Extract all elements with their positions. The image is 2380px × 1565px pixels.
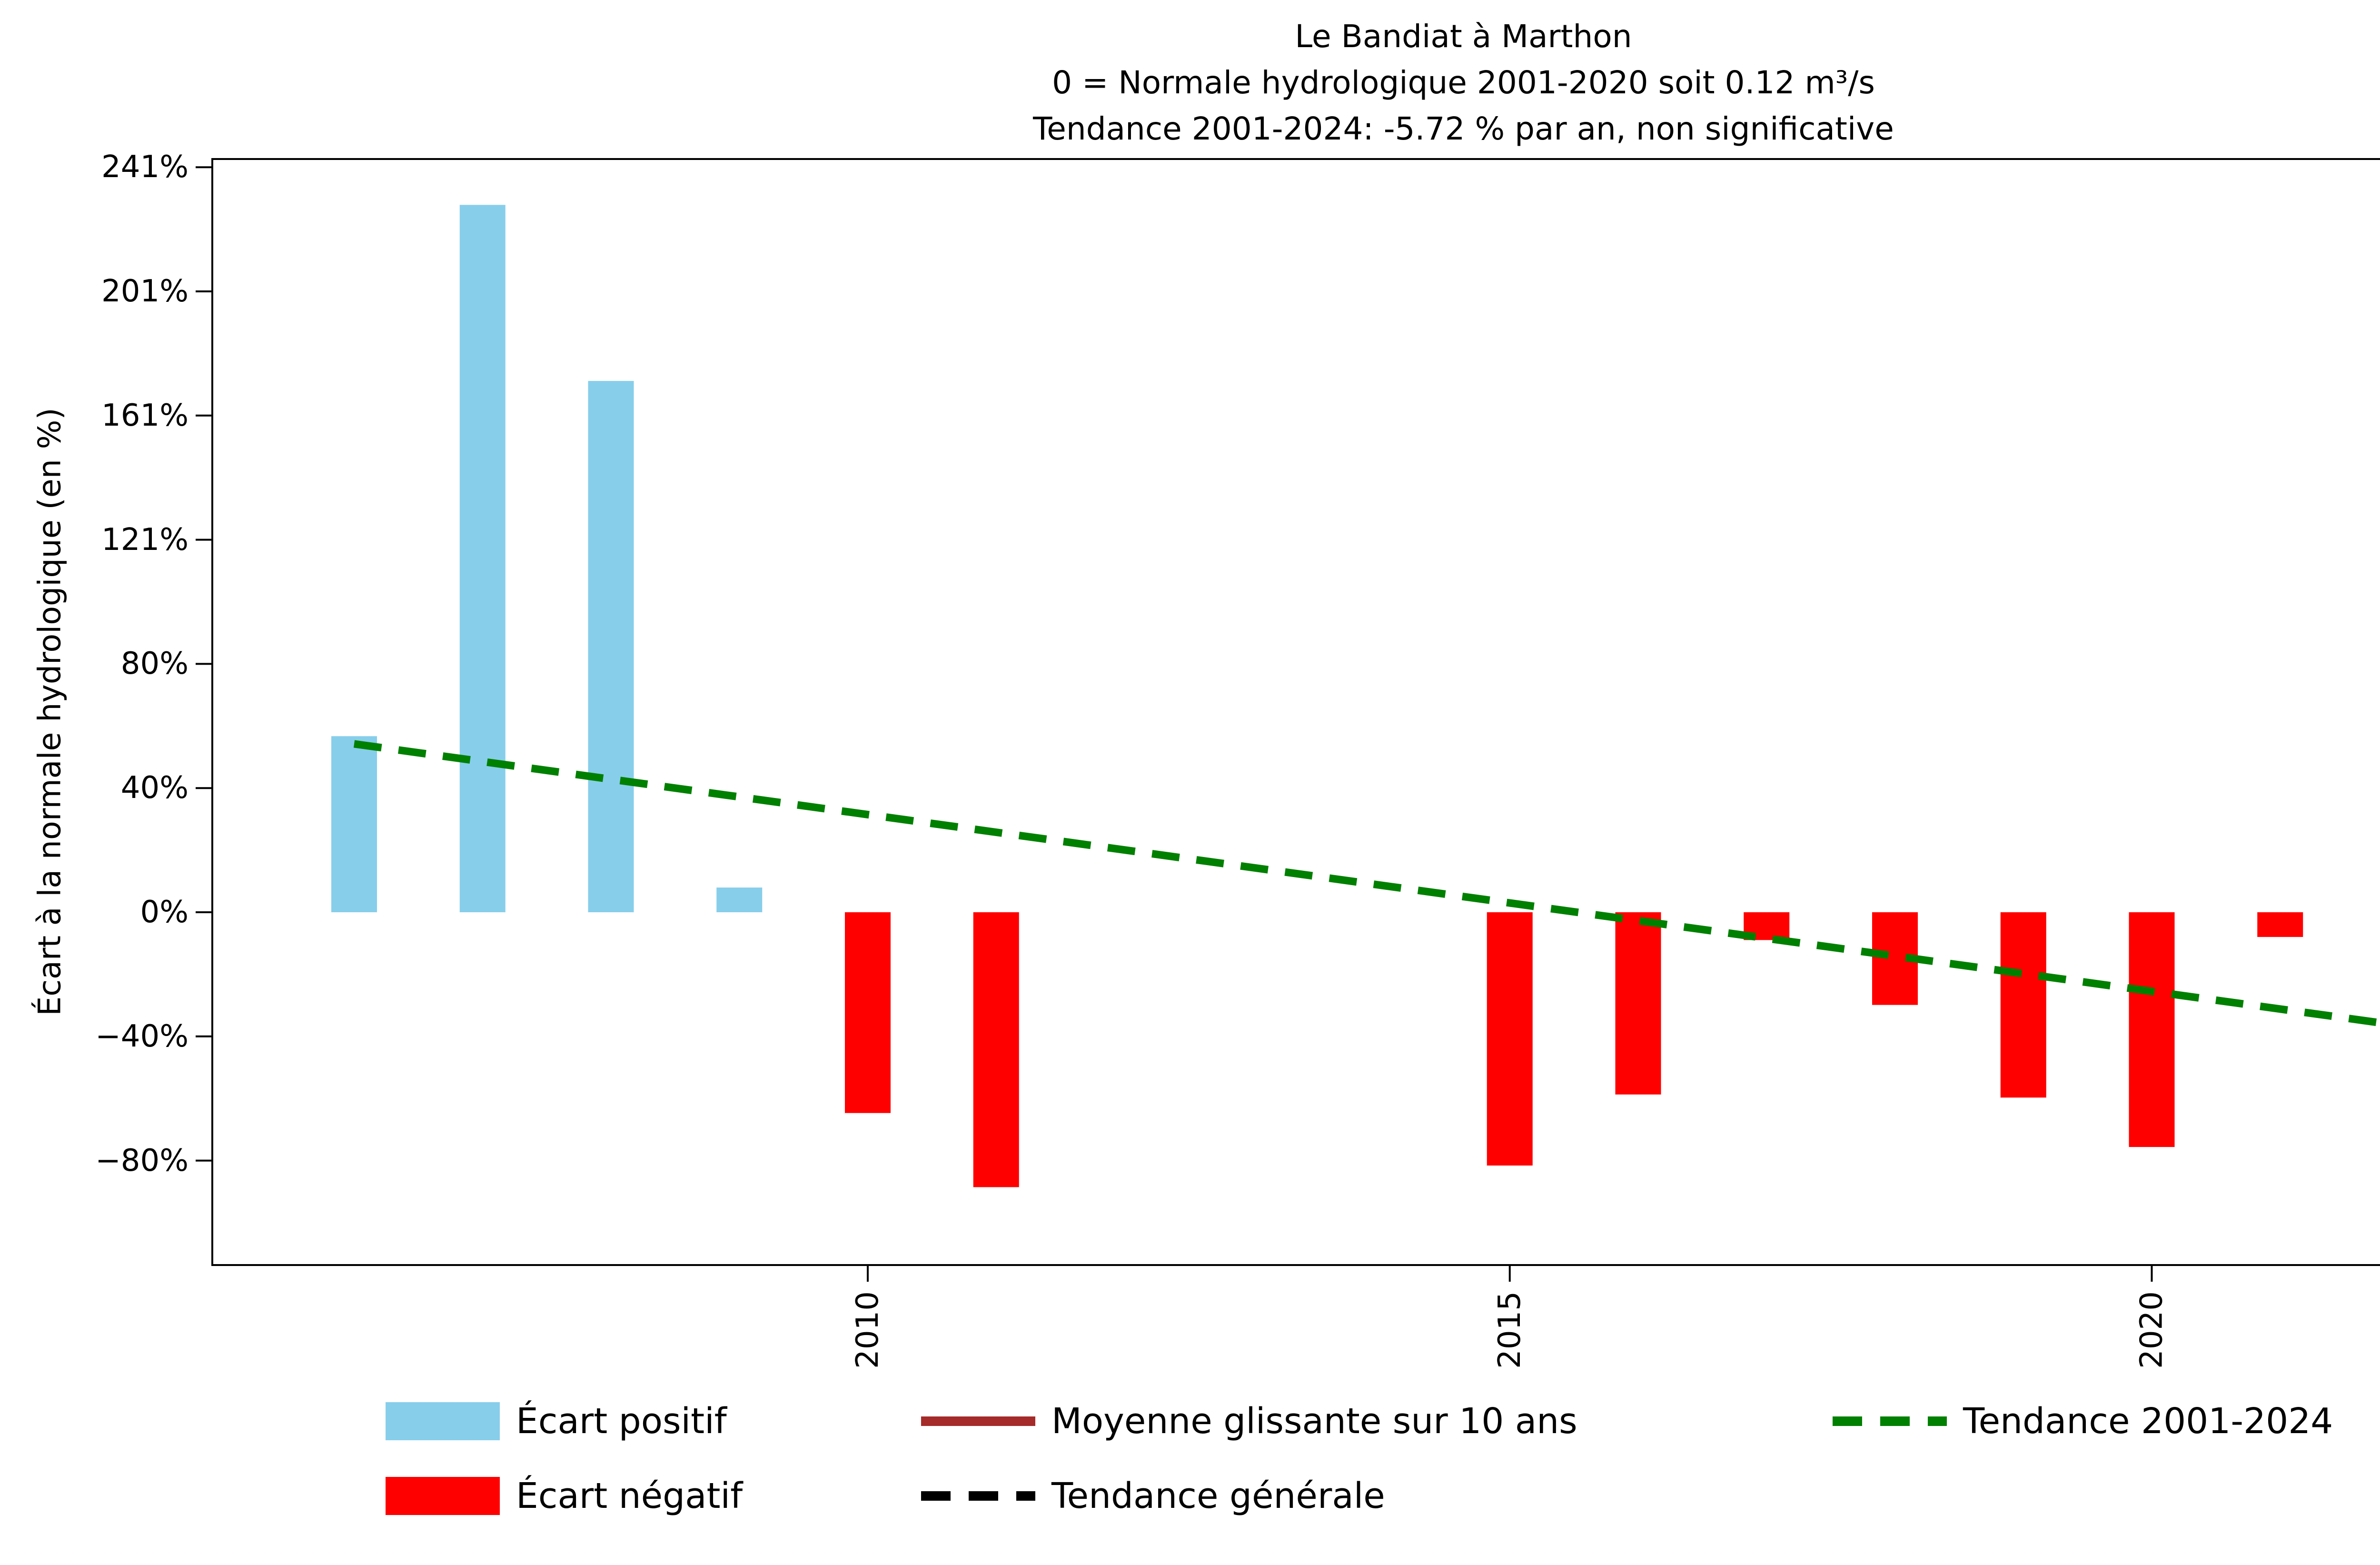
- legend-swatch-positive-patch-icon: [386, 1402, 500, 1440]
- plot-frame: [211, 158, 2380, 1266]
- y-tick-label-−80%: −80%: [95, 1143, 188, 1178]
- legend-label: Écart négatif: [516, 1475, 743, 1516]
- legend-label: Moyenne glissante sur 10 ans: [1051, 1401, 1577, 1442]
- bar-2020: [2129, 912, 2175, 1147]
- legend-item-trend: Tendance 2001-2024: [1833, 1398, 2333, 1444]
- bar-2021: [2257, 912, 2303, 937]
- y-tick-label-40%: 40%: [120, 770, 188, 806]
- legend-label: Tendance générale: [1051, 1475, 1385, 1516]
- x-tick-label-2015: 2015: [1492, 1291, 1527, 1369]
- y-tick-label-80%: 80%: [120, 646, 188, 682]
- legend-item-negative: Écart négatif: [386, 1473, 743, 1519]
- y-tick-label-121%: 121%: [101, 522, 188, 558]
- bar-2009: [716, 887, 763, 912]
- legend-label: Tendance 2001-2024: [1963, 1401, 2333, 1442]
- y-tick-label-161%: 161%: [101, 398, 188, 433]
- chart-title-block: Le Bandiat à Marthon 0 = Normale hydrolo…: [212, 13, 2380, 152]
- chart-title: Le Bandiat à Marthon: [1295, 18, 1632, 55]
- legend-swatch-general_trend-line-icon: [921, 1491, 1035, 1501]
- chart-subtitle-tendance: Tendance 2001-2024: -5.72 % par an, non …: [1033, 110, 1894, 147]
- legend-item-general_trend: Tendance générale: [921, 1473, 1385, 1519]
- y-tick-label-0%: 0%: [140, 895, 188, 930]
- x-tick-label-2020: 2020: [2134, 1291, 2170, 1369]
- legend-swatch-rolling_mean-line-icon: [921, 1416, 1035, 1426]
- y-tick-label-201%: 201%: [101, 273, 188, 309]
- chart-subtitle-normale: 0 = Normale hydrologique 2001-2020 soit …: [1052, 64, 1875, 101]
- bar-2011: [973, 912, 1019, 1187]
- y-tick-label-241%: 241%: [101, 150, 188, 185]
- bar-2015: [1487, 912, 1533, 1166]
- bar-2010: [845, 912, 891, 1113]
- bar-2016: [1615, 912, 1661, 1095]
- legend-item-positive: Écart positif: [386, 1398, 727, 1444]
- y-tick-label-−40%: −40%: [95, 1018, 188, 1054]
- bar-2008: [588, 381, 634, 912]
- trend-line-2001-2024: [353, 740, 2380, 1027]
- bar-2019: [2000, 912, 2046, 1098]
- legend-item-rolling_mean: Moyenne glissante sur 10 ans: [921, 1398, 1577, 1444]
- legend-swatch-trend-line-icon: [1833, 1416, 1947, 1426]
- bar-2007: [459, 205, 506, 912]
- legend-swatch-negative-patch-icon: [386, 1477, 500, 1515]
- legend-label: Écart positif: [516, 1401, 727, 1442]
- bar-2006: [331, 736, 377, 912]
- x-tick-label-2010: 2010: [850, 1291, 885, 1369]
